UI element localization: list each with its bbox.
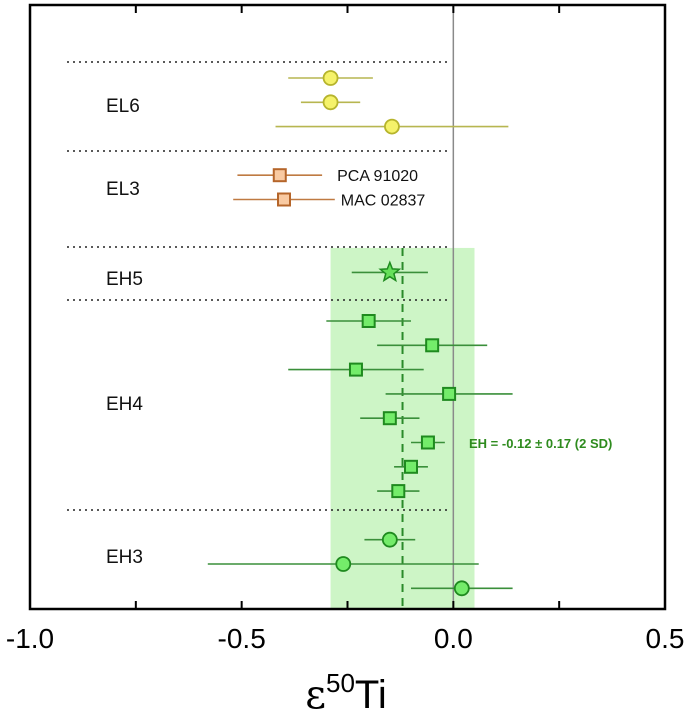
point-circle-eh3 [335, 556, 352, 572]
group-label-el3: EL3 [106, 179, 140, 200]
point-star-eh5 [378, 260, 402, 283]
labels: PCA 91020 MAC 02837 EL6 EL3 EH5 EH4 EH3 [106, 96, 425, 568]
x-axis-label-sup: 50 [326, 668, 355, 698]
point-square-eh4 [404, 459, 418, 474]
band-annotation: EH = -0.12 ± 0.17 (2 SD) [469, 436, 612, 451]
point-square-eh4 [425, 338, 440, 353]
x-tick-label: -0.5 [218, 623, 266, 654]
point-circle-eh3 [453, 580, 470, 597]
point-circle-el6 [384, 118, 400, 135]
x-axis-label: ε50Ti [305, 668, 387, 718]
x-tick-label: -1.0 [6, 623, 54, 654]
point-square-eh4 [348, 362, 363, 377]
axes: -1.0 -0.5 0.0 0.5 [6, 3, 685, 654]
point-square-eh4 [391, 484, 406, 499]
group-label-eh5: EH5 [106, 269, 143, 290]
x-axis-label-base: ε [305, 672, 326, 718]
group-label-el6: EL6 [106, 96, 140, 117]
point-circle-eh3 [381, 531, 398, 548]
point-circle-el6 [322, 70, 339, 86]
point-square-eh4 [442, 386, 457, 401]
point-square-el3 [277, 192, 291, 207]
point-square-el3 [272, 168, 287, 183]
point-circle-el6 [322, 94, 339, 111]
group-label-eh3: EH3 [106, 547, 143, 568]
reference-layer [401, 5, 455, 609]
group-label-eh4: EH4 [106, 394, 143, 415]
x-tick-label: 0.0 [434, 623, 473, 654]
point-square-eh4 [420, 435, 435, 450]
x-tick-label: 0.5 [646, 623, 685, 654]
point-square-eh4 [361, 314, 376, 328]
point-square-eh4 [382, 411, 397, 426]
x-axis-label-tail: Ti [355, 673, 387, 717]
sample-label: PCA 91020 [337, 168, 418, 185]
sample-label: MAC 02837 [341, 193, 426, 210]
data-points [272, 70, 470, 597]
